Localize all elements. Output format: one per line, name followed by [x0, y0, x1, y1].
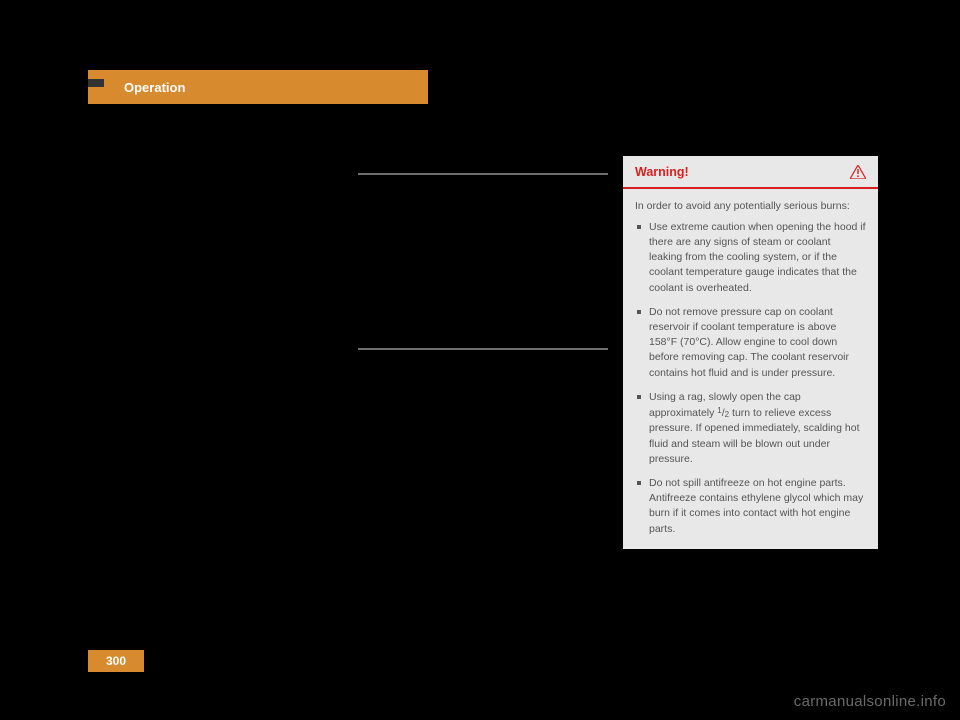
warning-body: In order to avoid any potentially seriou… — [623, 189, 878, 549]
warning-bullet-3: Using a rag, slowly open the cap approxi… — [635, 390, 866, 467]
warning-bullet-1: Use extreme caution when opening the hoo… — [635, 220, 866, 296]
page-number-box: 300 — [88, 650, 144, 672]
warning-bullet-2: Do not remove pressure cap on coolant re… — [635, 305, 866, 381]
warning-title: Warning! — [635, 165, 689, 179]
manual-page: Operation Warning! In order to avoid any… — [88, 60, 878, 672]
warning-triangle-icon — [850, 165, 866, 179]
section-header-bar: Operation — [88, 70, 428, 104]
page-number: 300 — [106, 654, 126, 668]
section-header-label: Operation — [124, 80, 185, 95]
content-divider-bottom — [358, 348, 608, 350]
warning-bullet-4: Do not spill antifreeze on hot engine pa… — [635, 476, 866, 537]
content-divider-top — [358, 173, 608, 175]
warning-panel: Warning! In order to avoid any potential… — [623, 156, 878, 549]
warning-list: Use extreme caution when opening the hoo… — [635, 220, 866, 537]
warning-intro: In order to avoid any potentially seriou… — [635, 199, 866, 214]
watermark-text: carmanualsonline.info — [794, 693, 946, 710]
header-accent-box — [88, 79, 104, 87]
warning-header: Warning! — [623, 156, 878, 187]
